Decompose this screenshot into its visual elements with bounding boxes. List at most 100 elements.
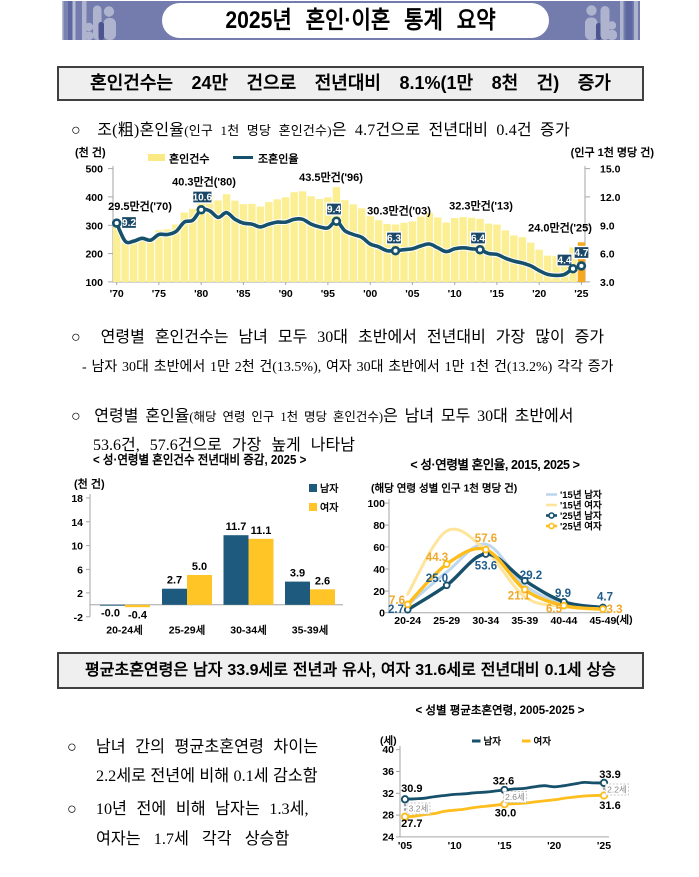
svg-text:21.1: 21.1 — [508, 591, 531, 603]
svg-text:여자: 여자 — [534, 736, 552, 748]
svg-text:200: 200 — [85, 249, 103, 261]
svg-text:10.6: 10.6 — [193, 193, 213, 204]
svg-text:-0.4: -0.4 — [128, 610, 148, 622]
svg-text:-2: -2 — [74, 612, 83, 624]
svg-text:11.1: 11.1 — [251, 525, 272, 537]
svg-text:15.0: 15.0 — [600, 164, 621, 176]
svg-text:4.7: 4.7 — [575, 248, 589, 259]
svg-text:4.4: 4.4 — [558, 256, 572, 267]
svg-text:'20: '20 — [547, 840, 561, 852]
svg-text:'15년 여자: '15년 여자 — [560, 500, 602, 512]
svg-text:35-39세: 35-39세 — [292, 624, 329, 637]
svg-text:'10: '10 — [448, 288, 462, 300]
svg-text:(천 건): (천 건) — [75, 145, 106, 159]
svg-text:25.0: 25.0 — [426, 573, 448, 585]
svg-text:25-29세: 25-29세 — [169, 624, 206, 637]
svg-text:9.2: 9.2 — [122, 218, 136, 229]
svg-text:3.3: 3.3 — [607, 604, 623, 616]
svg-text:'05: '05 — [398, 840, 412, 852]
svg-text:43.5만건('96): 43.5만건('96) — [299, 170, 363, 184]
svg-text:30-34세: 30-34세 — [230, 624, 267, 637]
svg-text:32.3만건('13): 32.3만건('13) — [449, 199, 513, 213]
svg-text:여자: 여자 — [320, 501, 339, 514]
svg-text:25-29: 25-29 — [433, 615, 460, 627]
svg-text:2.2세: 2.2세 — [607, 785, 627, 795]
svg-text:32: 32 — [382, 788, 394, 800]
svg-text:12.0: 12.0 — [600, 192, 621, 204]
svg-text:40: 40 — [373, 564, 385, 576]
svg-text:500: 500 — [85, 164, 103, 176]
svg-text:3.9: 3.9 — [290, 568, 305, 580]
svg-text:'70: '70 — [110, 288, 124, 300]
svg-text:4.7: 4.7 — [597, 592, 613, 604]
svg-text:100: 100 — [367, 498, 385, 510]
svg-text:(해당 연령 성별 인구 1천 명당 건): (해당 연령 성별 인구 1천 명당 건) — [371, 482, 517, 495]
svg-text:0: 0 — [379, 608, 385, 620]
svg-text:6.5: 6.5 — [546, 604, 563, 616]
svg-text:40.3만건('80): 40.3만건('80) — [172, 175, 236, 189]
svg-text:31.6: 31.6 — [599, 800, 620, 812]
svg-text:5.0: 5.0 — [192, 561, 207, 573]
svg-text:2: 2 — [77, 588, 83, 600]
svg-text:10: 10 — [71, 541, 83, 553]
svg-text:3.0: 3.0 — [600, 277, 615, 289]
svg-text:30.0: 30.0 — [495, 808, 516, 820]
svg-text:2.6세: 2.6세 — [505, 792, 525, 802]
svg-text:20-24세: 20-24세 — [106, 624, 143, 637]
svg-text:40: 40 — [382, 744, 394, 756]
svg-text:7.6: 7.6 — [389, 595, 405, 607]
svg-text:2.7: 2.7 — [167, 575, 182, 587]
svg-text:6.3: 6.3 — [387, 234, 401, 245]
svg-text:20-24: 20-24 — [394, 615, 421, 627]
svg-text:24.0만건('25): 24.0만건('25) — [528, 221, 592, 235]
svg-text:40-44: 40-44 — [550, 615, 577, 627]
svg-text:'95: '95 — [321, 288, 335, 300]
svg-text:혼인건수: 혼인건수 — [169, 152, 209, 166]
svg-text:36: 36 — [382, 766, 394, 778]
svg-text:-0.0: -0.0 — [101, 608, 120, 620]
svg-text:6.4: 6.4 — [471, 234, 485, 245]
svg-text:9.9: 9.9 — [555, 588, 571, 600]
svg-text:30.9: 30.9 — [401, 783, 422, 795]
svg-text:28: 28 — [382, 810, 394, 822]
svg-text:6: 6 — [77, 564, 83, 576]
svg-text:(세): (세) — [616, 613, 633, 626]
svg-text:20: 20 — [373, 586, 385, 598]
svg-text:'20: '20 — [532, 288, 546, 300]
svg-text:조혼인율: 조혼인율 — [258, 152, 298, 166]
svg-text:18: 18 — [71, 493, 83, 505]
svg-text:11.7: 11.7 — [226, 521, 247, 533]
svg-text:(세): (세) — [380, 734, 397, 747]
svg-text:'85: '85 — [236, 288, 250, 300]
svg-text:14: 14 — [71, 517, 83, 529]
svg-text:2.7: 2.7 — [388, 604, 404, 616]
svg-text:35-39: 35-39 — [511, 615, 538, 627]
svg-text:57.6: 57.6 — [475, 533, 497, 545]
svg-text:6.0: 6.0 — [600, 249, 615, 261]
svg-text:80: 80 — [373, 520, 385, 532]
svg-text:'75: '75 — [152, 288, 166, 300]
svg-text:24: 24 — [382, 831, 394, 843]
svg-text:'90: '90 — [279, 288, 293, 300]
svg-text:(천 건): (천 건) — [74, 477, 105, 491]
svg-text:300: 300 — [85, 220, 103, 232]
svg-text:27.7: 27.7 — [401, 818, 422, 830]
svg-text:(인구 1천 명당 건): (인구 1천 명당 건) — [571, 145, 655, 159]
svg-text:'80: '80 — [194, 288, 208, 300]
svg-text:53.6: 53.6 — [475, 561, 497, 573]
svg-text:100: 100 — [85, 277, 103, 289]
svg-text:'15: '15 — [490, 288, 504, 300]
svg-text:남자: 남자 — [320, 482, 339, 495]
svg-text:3.2세: 3.2세 — [409, 804, 429, 814]
svg-text:'10: '10 — [448, 840, 462, 852]
svg-text:44.3: 44.3 — [426, 552, 448, 564]
svg-text:30-34: 30-34 — [472, 615, 499, 627]
svg-text:9.4: 9.4 — [327, 205, 341, 216]
svg-text:'05: '05 — [405, 288, 419, 300]
svg-text:남자: 남자 — [484, 736, 502, 748]
svg-text:'00: '00 — [363, 288, 377, 300]
svg-text:60: 60 — [373, 542, 385, 554]
svg-text:29.2: 29.2 — [520, 570, 542, 582]
svg-text:2.6: 2.6 — [315, 575, 330, 587]
svg-text:400: 400 — [85, 192, 103, 204]
